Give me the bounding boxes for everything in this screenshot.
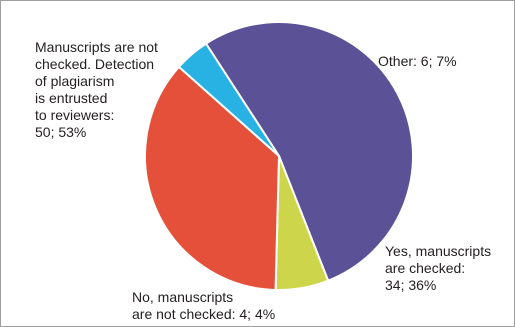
slice-label-yes-checked: Yes, manuscripts are checked: 34; 36% xyxy=(385,243,492,293)
slice-not-checked-reviewers xyxy=(205,21,414,282)
slice-yes-checked xyxy=(144,65,280,291)
slice-no-not-checked xyxy=(177,42,280,157)
slice-label-not-checked-reviewers: Manuscripts are not checked. Detection o… xyxy=(35,39,158,140)
slice-label-other: Other: 6; 7% xyxy=(378,53,457,69)
slice-label-no-not-checked: No, manuscripts are not checked: 4; 4% xyxy=(132,289,276,322)
